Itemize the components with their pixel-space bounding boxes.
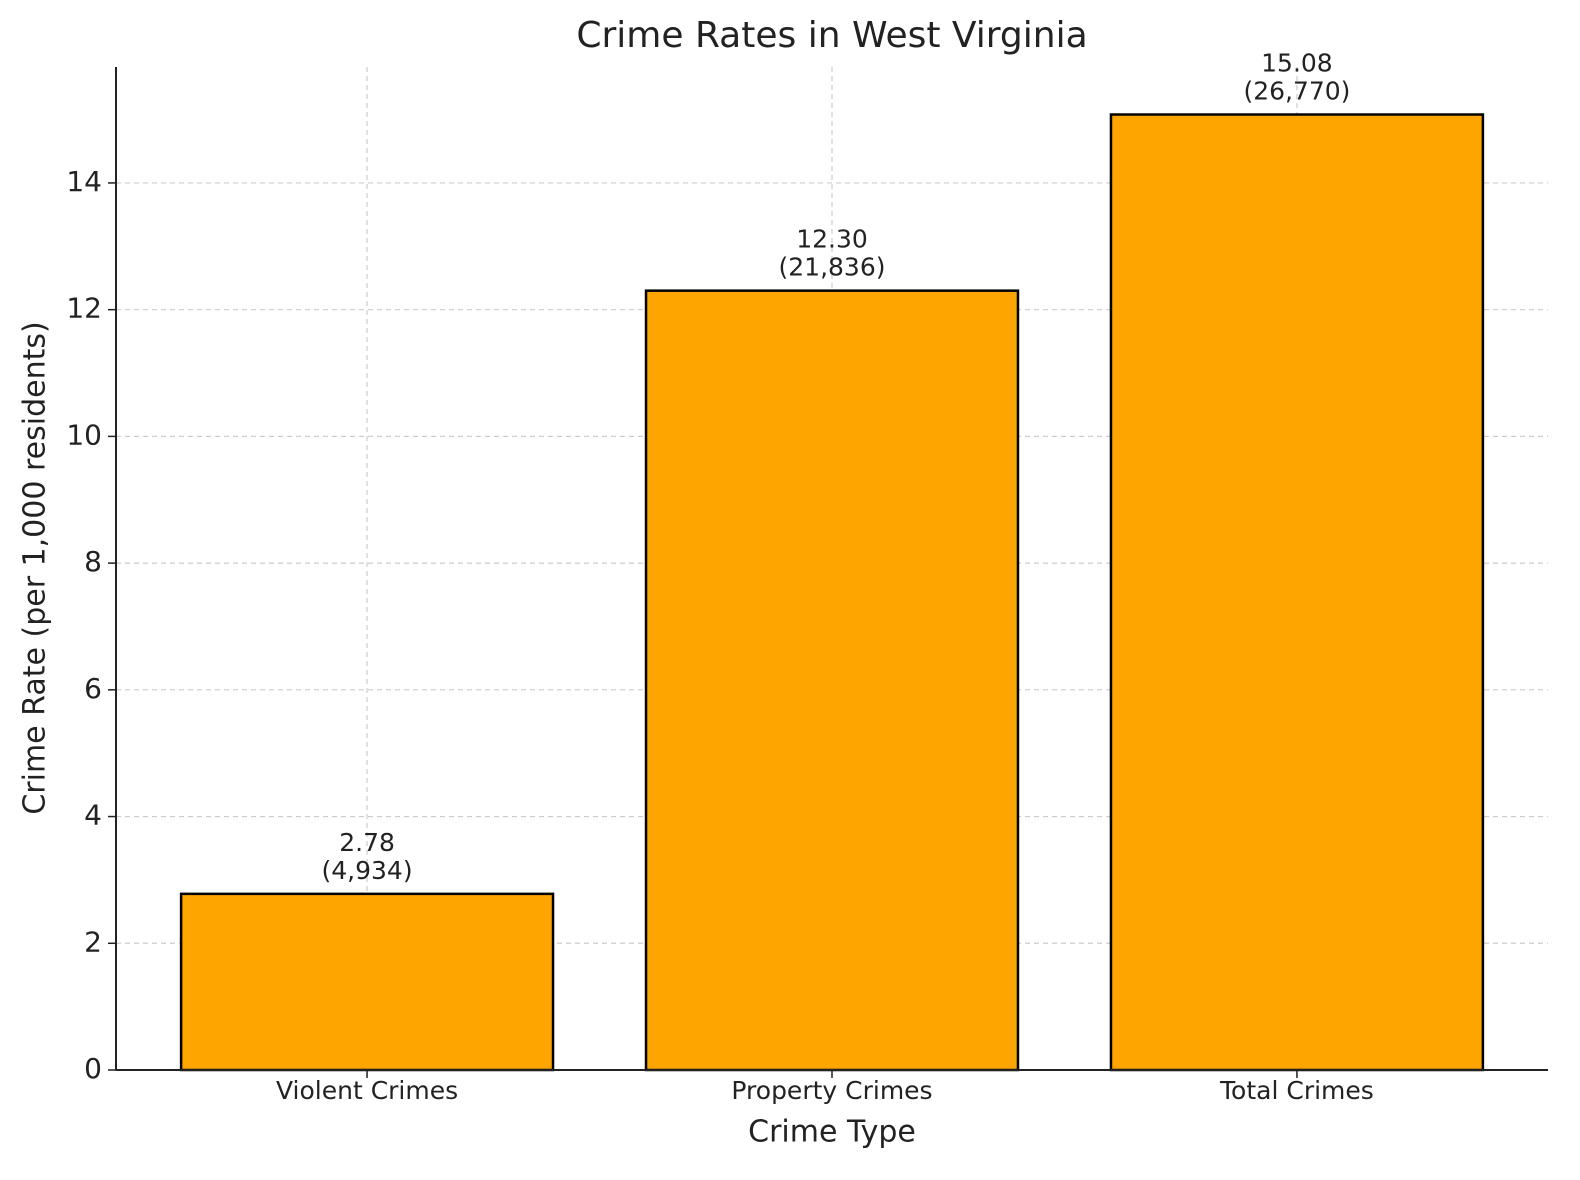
count-label: (21,836) xyxy=(779,253,886,282)
x-tick-label: Violent Crimes xyxy=(276,1076,458,1105)
bar xyxy=(644,289,1020,1072)
y-tick-label: 8 xyxy=(84,545,102,578)
count-label: (4,934) xyxy=(322,856,413,885)
bar xyxy=(179,892,555,1072)
y-tick-label: 12 xyxy=(66,292,102,325)
x-axis-label: Crime Type xyxy=(748,1115,916,1150)
y-tick-label: 10 xyxy=(66,418,102,451)
chart-title: Crime Rates in West Virginia xyxy=(576,15,1087,56)
x-tick-label: Total Crimes xyxy=(1219,1076,1374,1105)
bar xyxy=(1109,113,1485,1072)
y-tick-label: 4 xyxy=(84,799,102,832)
y-tick-label: 0 xyxy=(84,1052,102,1085)
count-label: (26,770) xyxy=(1243,77,1350,106)
value-label: 12.30 xyxy=(796,225,868,254)
y-tick-label: 14 xyxy=(66,165,102,198)
value-label: 2.78 xyxy=(339,828,395,857)
y-tick-label: 6 xyxy=(84,672,102,705)
y-tick-label: 2 xyxy=(84,925,102,958)
y-axis-label: Crime Rate (per 1,000 residents) xyxy=(18,321,53,814)
value-label: 15.08 xyxy=(1261,49,1333,78)
x-tick-label: Property Crimes xyxy=(731,1076,932,1105)
